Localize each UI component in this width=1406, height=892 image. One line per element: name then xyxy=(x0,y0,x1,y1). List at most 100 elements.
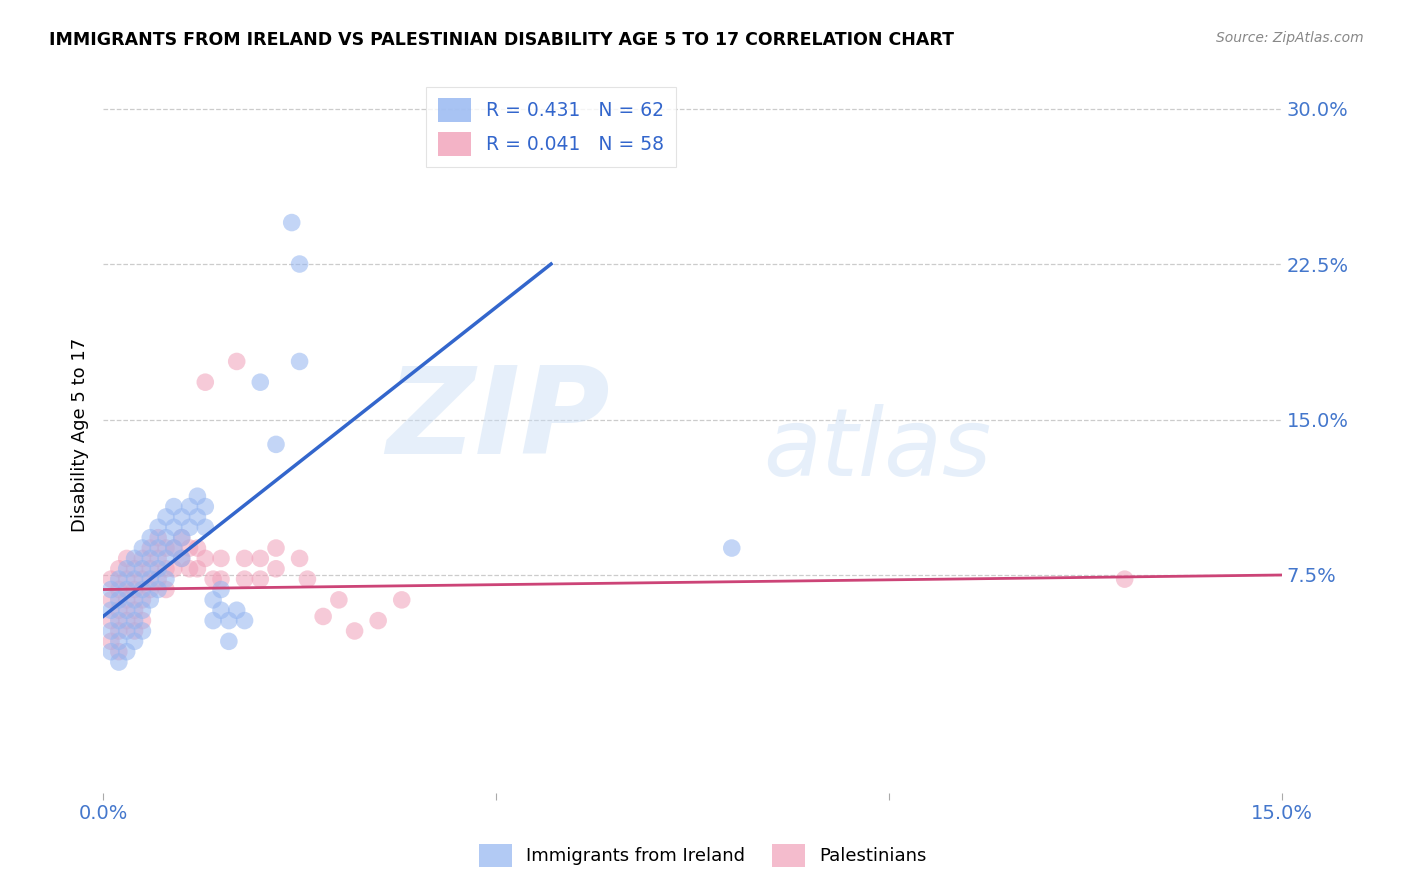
Point xyxy=(108,603,131,617)
Point xyxy=(209,582,232,597)
Point xyxy=(163,500,186,514)
Point xyxy=(131,582,153,597)
Point xyxy=(297,572,319,586)
Point xyxy=(155,531,177,545)
Point xyxy=(108,655,131,669)
Point xyxy=(249,551,271,566)
Point xyxy=(179,520,201,534)
Point xyxy=(131,603,153,617)
Point xyxy=(139,551,162,566)
Point xyxy=(343,624,366,638)
Point xyxy=(115,614,138,628)
Point xyxy=(100,593,122,607)
Point xyxy=(124,582,146,597)
Point xyxy=(124,551,146,566)
Point xyxy=(108,645,131,659)
Point xyxy=(155,551,177,566)
Point xyxy=(194,520,217,534)
Point xyxy=(233,614,256,628)
Y-axis label: Disability Age 5 to 17: Disability Age 5 to 17 xyxy=(72,338,89,533)
Point xyxy=(170,551,193,566)
Point xyxy=(146,572,169,586)
Point xyxy=(146,582,169,597)
Point xyxy=(100,582,122,597)
Point xyxy=(233,551,256,566)
Point xyxy=(146,551,169,566)
Point xyxy=(131,562,153,576)
Point xyxy=(367,614,389,628)
Point xyxy=(264,541,287,555)
Point xyxy=(179,562,201,576)
Point xyxy=(131,541,153,555)
Point xyxy=(115,582,138,597)
Point xyxy=(720,541,742,555)
Legend: R = 0.431   N = 62, R = 0.041   N = 58: R = 0.431 N = 62, R = 0.041 N = 58 xyxy=(426,87,676,167)
Point xyxy=(139,593,162,607)
Point xyxy=(249,572,271,586)
Point xyxy=(124,624,146,638)
Point xyxy=(218,614,240,628)
Point xyxy=(194,551,217,566)
Point xyxy=(312,609,335,624)
Point xyxy=(115,593,138,607)
Point xyxy=(146,562,169,576)
Point xyxy=(194,500,217,514)
Point xyxy=(108,562,131,576)
Point xyxy=(186,489,208,503)
Point xyxy=(194,375,217,389)
Point xyxy=(170,531,193,545)
Point xyxy=(249,375,271,389)
Point xyxy=(108,582,131,597)
Point xyxy=(155,510,177,524)
Point xyxy=(115,645,138,659)
Point xyxy=(209,551,232,566)
Point xyxy=(163,520,186,534)
Point xyxy=(115,624,138,638)
Point xyxy=(328,593,350,607)
Point xyxy=(124,572,146,586)
Text: ZIP: ZIP xyxy=(387,362,610,479)
Point xyxy=(108,624,131,638)
Text: Source: ZipAtlas.com: Source: ZipAtlas.com xyxy=(1216,31,1364,45)
Point xyxy=(139,582,162,597)
Point xyxy=(131,551,153,566)
Text: IMMIGRANTS FROM IRELAND VS PALESTINIAN DISABILITY AGE 5 TO 17 CORRELATION CHART: IMMIGRANTS FROM IRELAND VS PALESTINIAN D… xyxy=(49,31,955,49)
Point xyxy=(124,562,146,576)
Point xyxy=(186,541,208,555)
Point xyxy=(288,551,311,566)
Point xyxy=(131,593,153,607)
Point xyxy=(1114,572,1136,586)
Point xyxy=(115,603,138,617)
Point xyxy=(209,603,232,617)
Point xyxy=(139,572,162,586)
Point xyxy=(179,500,201,514)
Point xyxy=(131,572,153,586)
Point xyxy=(391,593,413,607)
Point xyxy=(115,551,138,566)
Point xyxy=(139,531,162,545)
Point xyxy=(108,572,131,586)
Point xyxy=(218,634,240,648)
Point xyxy=(225,603,247,617)
Point xyxy=(108,593,131,607)
Point xyxy=(170,510,193,524)
Point xyxy=(202,614,225,628)
Point xyxy=(108,614,131,628)
Point xyxy=(108,634,131,648)
Point xyxy=(280,216,302,230)
Point xyxy=(202,593,225,607)
Point xyxy=(170,531,193,545)
Point xyxy=(115,562,138,576)
Point xyxy=(288,257,311,271)
Point xyxy=(288,354,311,368)
Point xyxy=(155,572,177,586)
Point xyxy=(146,541,169,555)
Legend: Immigrants from Ireland, Palestinians: Immigrants from Ireland, Palestinians xyxy=(472,837,934,874)
Point xyxy=(124,603,146,617)
Point xyxy=(139,541,162,555)
Point xyxy=(100,614,122,628)
Point xyxy=(163,541,186,555)
Point xyxy=(139,562,162,576)
Point xyxy=(100,645,122,659)
Point xyxy=(100,624,122,638)
